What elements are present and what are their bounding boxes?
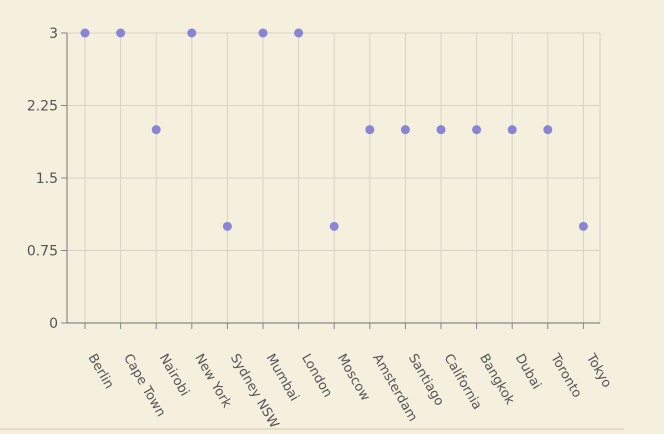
x-tick-label: Tokyo [582, 351, 614, 391]
data-points [80, 28, 588, 231]
x-tick-label: Dubai [512, 352, 544, 392]
data-point [472, 125, 482, 135]
x-tick-label: London [298, 352, 335, 401]
data-point [365, 125, 375, 135]
y-tick-label: 1.5 [36, 171, 58, 187]
data-point [116, 28, 126, 38]
x-tick-label: Bangkok [476, 352, 517, 408]
data-point [543, 125, 553, 135]
y-tick-label: 0.75 [27, 244, 58, 260]
y-tick-label: 2.25 [27, 99, 58, 115]
data-point [507, 125, 517, 135]
data-point [151, 125, 161, 135]
y-axis-ticks: 0 0.75 1.5 2.25 3 [27, 26, 67, 332]
x-tick-label: Toronto [547, 351, 585, 401]
grid-lines [67, 32, 601, 323]
data-point [222, 221, 232, 231]
data-point [436, 125, 446, 135]
x-tick-label: Moscow [334, 352, 373, 405]
x-tick-label: Nairobi [156, 352, 192, 399]
x-tick-label: Berlin [85, 352, 117, 392]
bottom-divider [0, 428, 624, 430]
data-point [578, 221, 588, 231]
data-point [400, 125, 410, 135]
x-tick-label: Mumbai [263, 352, 302, 404]
data-point [258, 28, 268, 38]
y-tick-label: 0 [49, 316, 58, 332]
data-point [294, 28, 304, 38]
data-point [187, 28, 197, 38]
data-point [329, 221, 339, 231]
y-tick-label: 3 [49, 26, 58, 42]
data-point [80, 28, 90, 38]
